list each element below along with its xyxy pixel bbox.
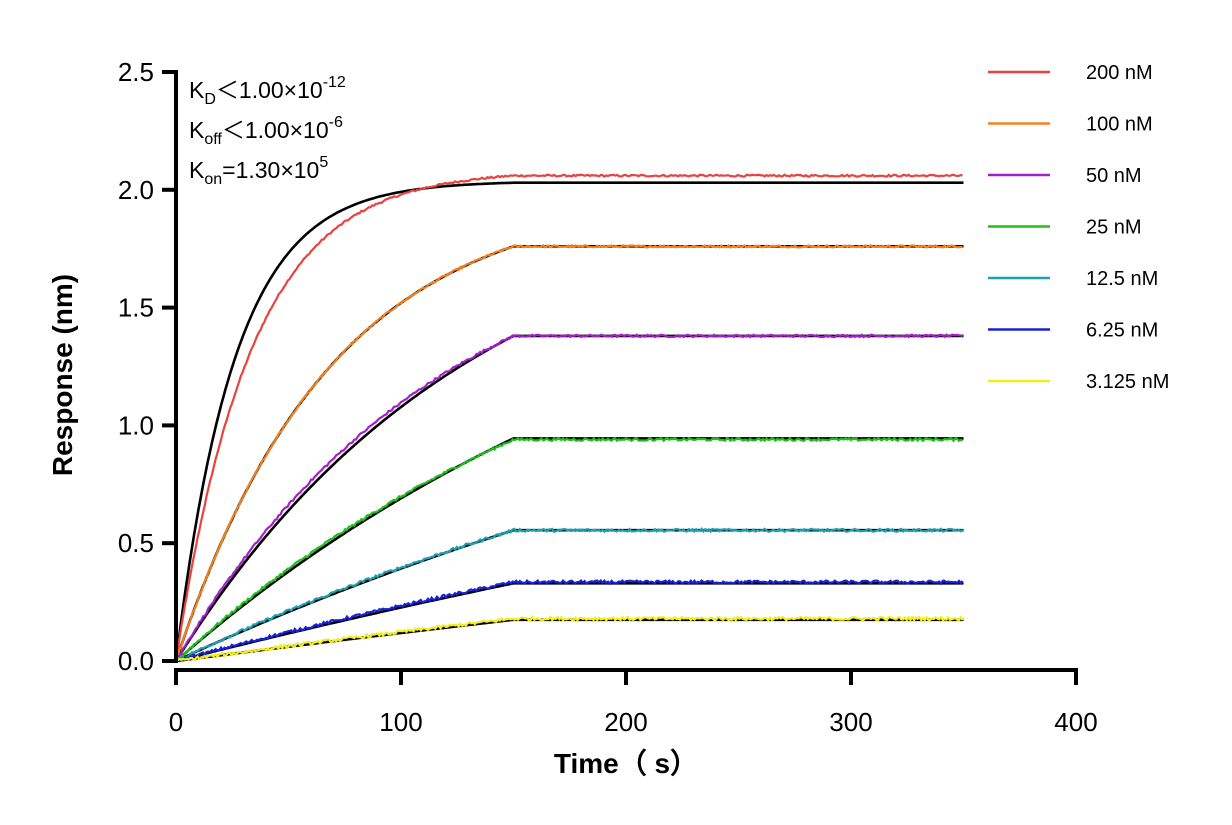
y-tick-label: 0.0 [118, 646, 154, 676]
legend-label: 3.125 nM [1086, 371, 1169, 393]
annotation-koff: Koff＜1.00×10-6 [189, 114, 343, 148]
kinetic-constants: KD＜1.00×10-12 Koff＜1.00×10-6 Kon=1.30×105 [189, 74, 346, 188]
annotation-kon: Kon=1.30×105 [189, 154, 328, 188]
x-tick-label: 100 [379, 707, 422, 737]
fit-curve-100-nm [174, 245, 964, 662]
x-tick-label: 200 [604, 707, 647, 737]
y-tick-label: 2.5 [118, 57, 154, 87]
data-series-12.5-nm [175, 527, 964, 662]
data-series-6.25-nm [175, 578, 964, 662]
data-series [174, 173, 964, 664]
legend-label: 200 nM [1086, 62, 1153, 84]
x-tick-label: 300 [829, 707, 872, 737]
fit-curves [174, 181, 964, 663]
fit-curve-6.25-nm [175, 582, 964, 663]
legend-label: 6.25 nM [1086, 320, 1158, 342]
x-tick-label: 400 [1054, 707, 1097, 737]
data-series-200-nm [174, 173, 963, 661]
x-tick-label: 0 [169, 707, 183, 737]
legend-label: 50 nM [1086, 165, 1142, 187]
fit-curve-200-nm [174, 181, 964, 662]
fit-curve-50-nm [174, 334, 964, 662]
fit-curve-12.5-nm [175, 528, 964, 663]
x-axis-title: Time（ s） [554, 747, 698, 779]
legend-label: 25 nM [1086, 217, 1142, 239]
data-series-3.125-nm [175, 614, 964, 664]
annotation-kd: KD＜1.00×10-12 [189, 74, 346, 108]
axes: 0.0 0.5 1.0 1.5 2.0 2.5 0 100 200 300 400 [118, 57, 1098, 737]
y-axis-title: Response (nm) [47, 274, 78, 476]
fit-curve-3.125-nm [175, 618, 964, 663]
legend-label: 12.5 nM [1086, 268, 1158, 290]
legend: 200 nM 100 nM 50 nM 25 nM 12.5 nM 6.25 nM 3.12… [988, 62, 1169, 393]
y-tick-label: 2.0 [118, 175, 154, 205]
y-tick-label: 1.0 [118, 410, 154, 440]
data-series-100-nm [174, 243, 963, 661]
fit-curve-25-nm [175, 437, 964, 662]
legend-label: 100 nM [1086, 114, 1153, 136]
data-series-50-nm [174, 333, 964, 663]
y-tick-label: 0.5 [118, 528, 154, 558]
data-series-25-nm [175, 436, 964, 663]
y-tick-label: 1.5 [118, 293, 154, 323]
